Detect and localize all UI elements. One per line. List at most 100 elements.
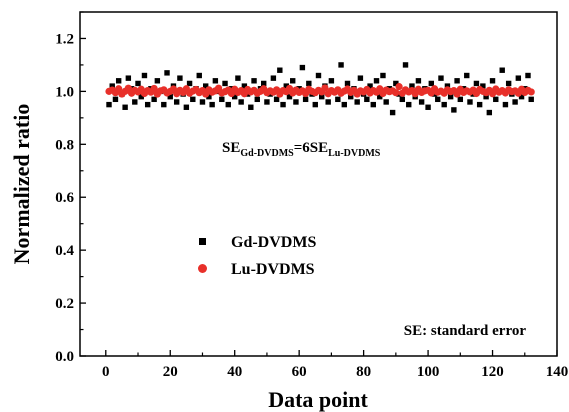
gd-dvdms-point <box>270 75 277 81</box>
gd-dvdms-point <box>393 80 399 87</box>
gd-dvdms-point <box>480 83 486 89</box>
x-tick-label: 140 <box>546 364 569 380</box>
legend: Gd-DVDMS Lu-DVDMS <box>198 234 316 278</box>
gd-dvdms-point <box>122 104 128 110</box>
gd-dvdms-point <box>357 75 364 81</box>
se-note-annotation: SE: standard error <box>404 323 527 339</box>
gd-dvdms-point <box>335 96 341 103</box>
x-tick-label: 100 <box>417 364 440 380</box>
gd-dvdms-point <box>425 104 431 110</box>
gd-dvdms-point <box>183 104 190 110</box>
gd-dvdms-point <box>528 96 534 103</box>
gd-dvdms-point <box>525 72 531 79</box>
gd-dvdms-point <box>441 101 447 108</box>
gd-dvdms-point <box>238 99 244 105</box>
gd-dvdms-point <box>515 75 522 81</box>
legend-marker-gd-dvdms <box>199 238 206 245</box>
gd-dvdms-point <box>273 96 280 103</box>
gd-dvdms-point <box>325 99 331 105</box>
gd-dvdms-point <box>141 72 148 79</box>
gd-dvdms-point <box>319 93 325 100</box>
gd-dvdms-point <box>112 96 119 103</box>
gd-dvdms-point <box>138 93 144 100</box>
gd-dvdms-point <box>177 75 183 81</box>
gd-dvdms-point <box>283 83 289 89</box>
x-tick-label: 20 <box>163 364 178 380</box>
gd-dvdms-point <box>225 101 231 108</box>
gd-dvdms-point <box>186 80 193 87</box>
gd-dvdms-point <box>219 96 225 103</box>
gd-dvdms-point <box>502 101 509 108</box>
y-tick-label: 0.2 <box>55 296 74 312</box>
gd-dvdms-point <box>483 93 489 100</box>
gd-dvdms-point <box>341 101 347 108</box>
series-lu-dvdms <box>105 83 535 98</box>
gd-dvdms-point <box>438 75 444 81</box>
gd-dvdms-point <box>235 75 241 81</box>
gd-dvdms-point <box>499 67 505 73</box>
tick-labels: 0 20 40 60 80 100 120 140 0.0 0.2 0.4 0.6 0.8 1.0 1.2 <box>55 31 568 380</box>
gd-dvdms-point <box>312 101 318 108</box>
gd-dvdms-point <box>202 83 209 89</box>
y-tick-label: 1.2 <box>55 31 74 47</box>
gd-dvdms-point <box>344 80 351 87</box>
gd-dvdms-point <box>348 93 354 100</box>
se-relation-annotation: SEGd-DVDMS=6SELu-DVDMS <box>222 140 381 159</box>
gd-dvdms-point <box>315 72 322 79</box>
gd-dvdms-point <box>286 93 293 100</box>
legend-label-lu-dvdms: Lu-DVDMS <box>231 261 315 278</box>
gd-dvdms-point <box>212 78 219 84</box>
gd-dvdms-point <box>505 80 512 87</box>
gd-dvdms-point <box>222 80 228 87</box>
gd-dvdms-point <box>418 99 425 105</box>
gd-dvdms-point <box>261 80 267 87</box>
gd-dvdms-point <box>367 83 373 89</box>
gd-dvdms-point <box>447 93 454 100</box>
gd-dvdms-point <box>109 83 115 89</box>
gd-dvdms-point <box>209 101 215 108</box>
x-tick-label: 80 <box>356 364 371 380</box>
gd-dvdms-point <box>328 78 335 84</box>
x-axis-title: Data point <box>268 387 368 412</box>
gd-dvdms-point <box>132 99 138 105</box>
lu-dvdms-point <box>321 84 329 92</box>
lu-dvdms-point <box>527 88 535 96</box>
gd-dvdms-point <box>280 101 286 108</box>
gd-dvdms-point <box>302 96 309 103</box>
se-relation-a: SE <box>222 140 240 156</box>
gd-dvdms-point <box>467 99 473 105</box>
gd-dvdms-point <box>489 78 496 84</box>
gd-dvdms-point <box>106 101 112 108</box>
gd-dvdms-point <box>373 78 380 84</box>
gd-dvdms-point <box>402 62 409 68</box>
gd-dvdms-point <box>190 96 196 103</box>
gd-dvdms-point <box>251 78 257 84</box>
gd-dvdms-point <box>486 109 493 116</box>
gd-dvdms-point <box>135 80 141 87</box>
gd-dvdms-point <box>464 72 470 79</box>
gd-dvdms-point <box>173 99 180 105</box>
gd-dvdms-point <box>409 83 415 89</box>
gd-dvdms-point <box>338 62 344 68</box>
gd-dvdms-point <box>389 109 396 116</box>
y-tick-label: 0.8 <box>55 137 74 153</box>
gd-dvdms-point <box>377 93 383 100</box>
x-tick-label: 120 <box>481 364 504 380</box>
gd-dvdms-point <box>435 96 441 103</box>
gd-dvdms-point <box>144 101 151 108</box>
y-tick-label: 0.4 <box>55 243 74 259</box>
gd-dvdms-point <box>415 78 422 84</box>
gd-dvdms-point <box>293 99 299 105</box>
gd-dvdms-point <box>264 99 270 105</box>
gd-dvdms-point <box>380 72 386 79</box>
gd-dvdms-point <box>254 96 260 103</box>
gd-dvdms-point <box>354 99 360 105</box>
gd-dvdms-point <box>248 104 254 110</box>
plot-frame <box>79 11 558 357</box>
gd-dvdms-point <box>241 83 248 89</box>
gd-dvdms-point <box>277 67 283 73</box>
lu-dvdms-point <box>395 83 403 91</box>
gd-dvdms-point <box>428 80 435 87</box>
